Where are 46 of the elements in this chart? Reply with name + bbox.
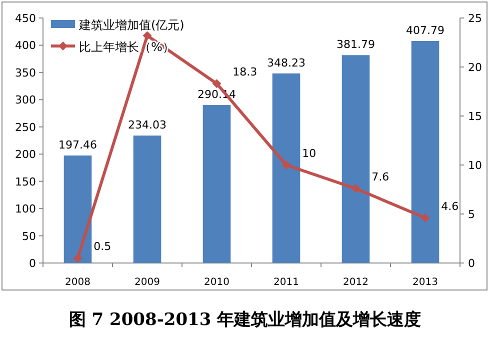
point <box>142 31 152 40</box>
x-tick-label: 2008 <box>65 277 90 288</box>
text: 图 7 2008-2013 年建筑业增加值及增长速度 <box>68 310 422 330</box>
y2-tick-label: 5 <box>468 208 475 221</box>
bar <box>411 40 440 263</box>
data-label: 18.3 <box>232 66 258 79</box>
data-label: 348.23 <box>267 56 306 70</box>
y-tick-label: 50 <box>22 230 36 243</box>
y2-tick-label: 15 <box>468 110 482 123</box>
data-label: 10 <box>302 147 316 160</box>
y-tick-label: 100 <box>15 202 36 216</box>
point <box>73 254 82 263</box>
point <box>212 79 222 88</box>
data-label: 381.79 <box>336 38 375 52</box>
y-tick-label: 300 <box>15 94 36 107</box>
y-tick-label: 400 <box>15 39 36 52</box>
bar <box>64 155 92 263</box>
y-tick-label: 350 <box>15 66 36 80</box>
data-label: 234.03 <box>128 118 166 132</box>
y2-tick-label: 0 <box>468 257 475 270</box>
point <box>282 160 291 170</box>
y-tick-label: 0 <box>29 257 36 270</box>
bar <box>342 55 370 263</box>
data-label: 0.5 <box>94 240 112 254</box>
data-label: 197.46 <box>58 138 97 152</box>
x-tick-label: 2012 <box>343 277 368 288</box>
bar <box>202 105 231 263</box>
y2-tick-label: 20 <box>468 61 482 74</box>
data-label: 4.6 <box>441 200 459 213</box>
y-tick-label: 200 <box>15 148 36 162</box>
point <box>351 184 360 194</box>
x-tick-label: 2009 <box>134 277 160 288</box>
y2-tick-label: 25 <box>468 12 482 25</box>
y-tick-label: 450 <box>15 12 36 25</box>
y2-tick-label: 10 <box>468 159 482 172</box>
bar <box>272 73 300 263</box>
x-tick-label: 2013 <box>412 277 438 288</box>
data-label: 7.6 <box>372 170 390 184</box>
y-tick-label: 150 <box>15 175 36 188</box>
bar <box>133 136 162 263</box>
point <box>420 213 430 222</box>
legend-label: 建筑业增加值(亿元) <box>78 18 184 32</box>
data-label: 407.79 <box>406 24 444 37</box>
x-tick-label: 2011 <box>274 277 299 288</box>
y-tick-label: 250 <box>15 120 36 134</box>
x-tick-label: 2010 <box>204 277 230 288</box>
